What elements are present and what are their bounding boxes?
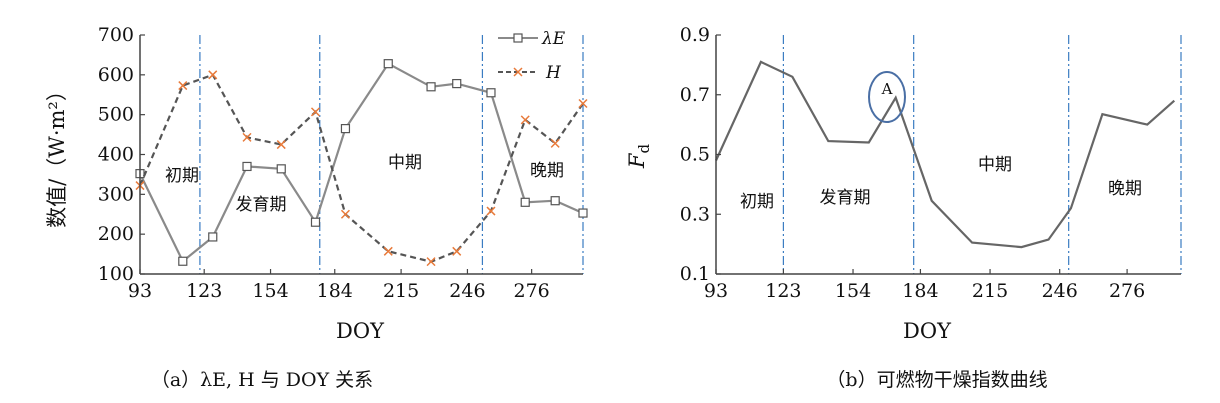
chart-b-phase-label-0: 初期: [740, 192, 774, 212]
y-tick-label-2: 300: [98, 183, 134, 205]
point-0-1-4: [276, 140, 286, 150]
point-0-0-12: [550, 196, 560, 206]
point-0-0-4: [276, 164, 286, 174]
chart-b-y-label-sub: d: [635, 144, 653, 154]
point-0-0-3: [242, 161, 252, 172]
legend-marker-H: [513, 67, 523, 77]
series-line-1-0: [714, 60, 1176, 249]
annotation-circle-A: [868, 71, 906, 123]
series-line-0-1: [138, 73, 584, 263]
x-tick-label-2: 154: [835, 280, 871, 302]
series-line-0-0: [139, 62, 584, 264]
x-tick-label-1: 123: [765, 280, 801, 302]
chart-b-phase-label-1: 发育期: [820, 188, 871, 208]
chart-a-x-label: DOY: [336, 319, 385, 343]
point-0-1-12: [550, 138, 560, 148]
legend-marker-lambdaE: [513, 33, 523, 43]
y-tick-label-6: 700: [98, 24, 134, 46]
legend-label-lambdaE: λE: [541, 29, 566, 49]
point-0-0-6: [340, 124, 351, 134]
x-tick-label-6: 276: [514, 280, 550, 302]
y-tick-label-4: 0.9: [680, 24, 710, 46]
x-tick-label-2: 154: [252, 280, 288, 302]
point-0-1-9: [452, 246, 462, 256]
chart-b-y-label-main: F: [625, 152, 649, 169]
point-0-1-8: [426, 257, 436, 267]
point-0-1-7: [383, 246, 393, 256]
point-0-1-2: [208, 70, 218, 80]
chart-a-phase-label-2: 中期: [388, 153, 422, 173]
chart-a-caption: （a）λE, H 与 DOY 关系: [151, 369, 373, 391]
chart-b-phase-lines: [782, 35, 1182, 274]
chart-b-x-label: DOY: [903, 319, 952, 343]
chart-a-phase-label-1: 发育期: [236, 195, 287, 215]
x-tick-label-3: 184: [317, 280, 353, 302]
point-0-0-13: [578, 208, 588, 218]
y-tick-label-4: 500: [98, 104, 134, 126]
point-0-1-3: [242, 132, 252, 142]
point-0-1-6: [340, 209, 350, 219]
point-0-0-2: [208, 232, 218, 242]
point-0-0-5: [310, 217, 321, 227]
point-0-0-8: [426, 82, 436, 92]
y-tick-label-2: 0.5: [680, 144, 710, 166]
chart-b-y-ticks: 0.1 0.3 0.5 0.7 0.9: [680, 24, 721, 285]
chart-b-phase-label-2: 中期: [978, 155, 1012, 175]
chart-a-y-label: 数值/（W·m²）: [45, 80, 69, 228]
point-0-1-11: [520, 115, 530, 125]
y-tick-label-0: 0.1: [680, 263, 710, 285]
chart-a-plot: [135, 59, 588, 267]
x-tick-label-3: 184: [902, 280, 938, 302]
point-0-0-7: [383, 59, 393, 69]
chart-b-phase-label-3: 晚期: [1108, 179, 1142, 199]
y-tick-label-5: 600: [98, 64, 134, 86]
chart-b: 0.10.30.50.70.9 93 123 154 184 215 246 276 初期 …: [625, 24, 1182, 391]
y-tick-label-3: 400: [98, 144, 134, 166]
chart-a-y-ticks: 100 200 300 400 500 600 700: [98, 24, 145, 285]
chart-b-x-ticks: 93 123 154 184 215 246 276: [704, 269, 1145, 302]
x-tick-label-5: 246: [449, 280, 485, 302]
point-0-0-10: [486, 88, 496, 98]
point-0-0-1: [178, 256, 188, 266]
chart-a-x-ticks: 93 123 154 184 215 246 276: [128, 269, 550, 302]
point-0-1-10: [486, 206, 496, 216]
y-tick-label-1: 0.3: [680, 203, 710, 225]
x-tick-label-5: 246: [1042, 280, 1078, 302]
x-tick-label-0: 93: [704, 280, 728, 302]
x-tick-label-4: 215: [383, 280, 419, 302]
x-tick-label-0: 93: [128, 280, 152, 302]
chart-a-phase-label-3: 晚期: [530, 161, 564, 181]
x-tick-label-1: 123: [186, 280, 222, 302]
point-0-1-13: [578, 98, 588, 109]
x-tick-label-4: 215: [972, 280, 1008, 302]
y-tick-label-1: 200: [98, 223, 134, 245]
chart-b-caption: （b）可燃物干燥指数曲线: [826, 369, 1047, 391]
chart-b-y-label: Fd: [625, 144, 653, 170]
chart-a-phase-lines: [199, 35, 584, 274]
point-0-0-11: [520, 197, 530, 207]
chart-b-plot: [714, 60, 1176, 249]
point-0-0-9: [452, 78, 462, 89]
chart-a-phase-label-0: 初期: [165, 166, 199, 186]
y-tick-label-3: 0.7: [680, 84, 710, 106]
x-tick-label-6: 276: [1109, 280, 1145, 302]
chart-a: 100 200 300 400 500 600 700 93 123 154 184 215 246 2…: [45, 24, 588, 391]
legend-label-H: H: [545, 63, 562, 83]
point-0-1-1: [178, 81, 188, 91]
annotation-label-A: A: [881, 80, 893, 98]
y-tick-label-0: 100: [98, 263, 134, 285]
point-0-1-5: [310, 107, 321, 117]
chart-a-legend: λE H: [498, 29, 566, 83]
